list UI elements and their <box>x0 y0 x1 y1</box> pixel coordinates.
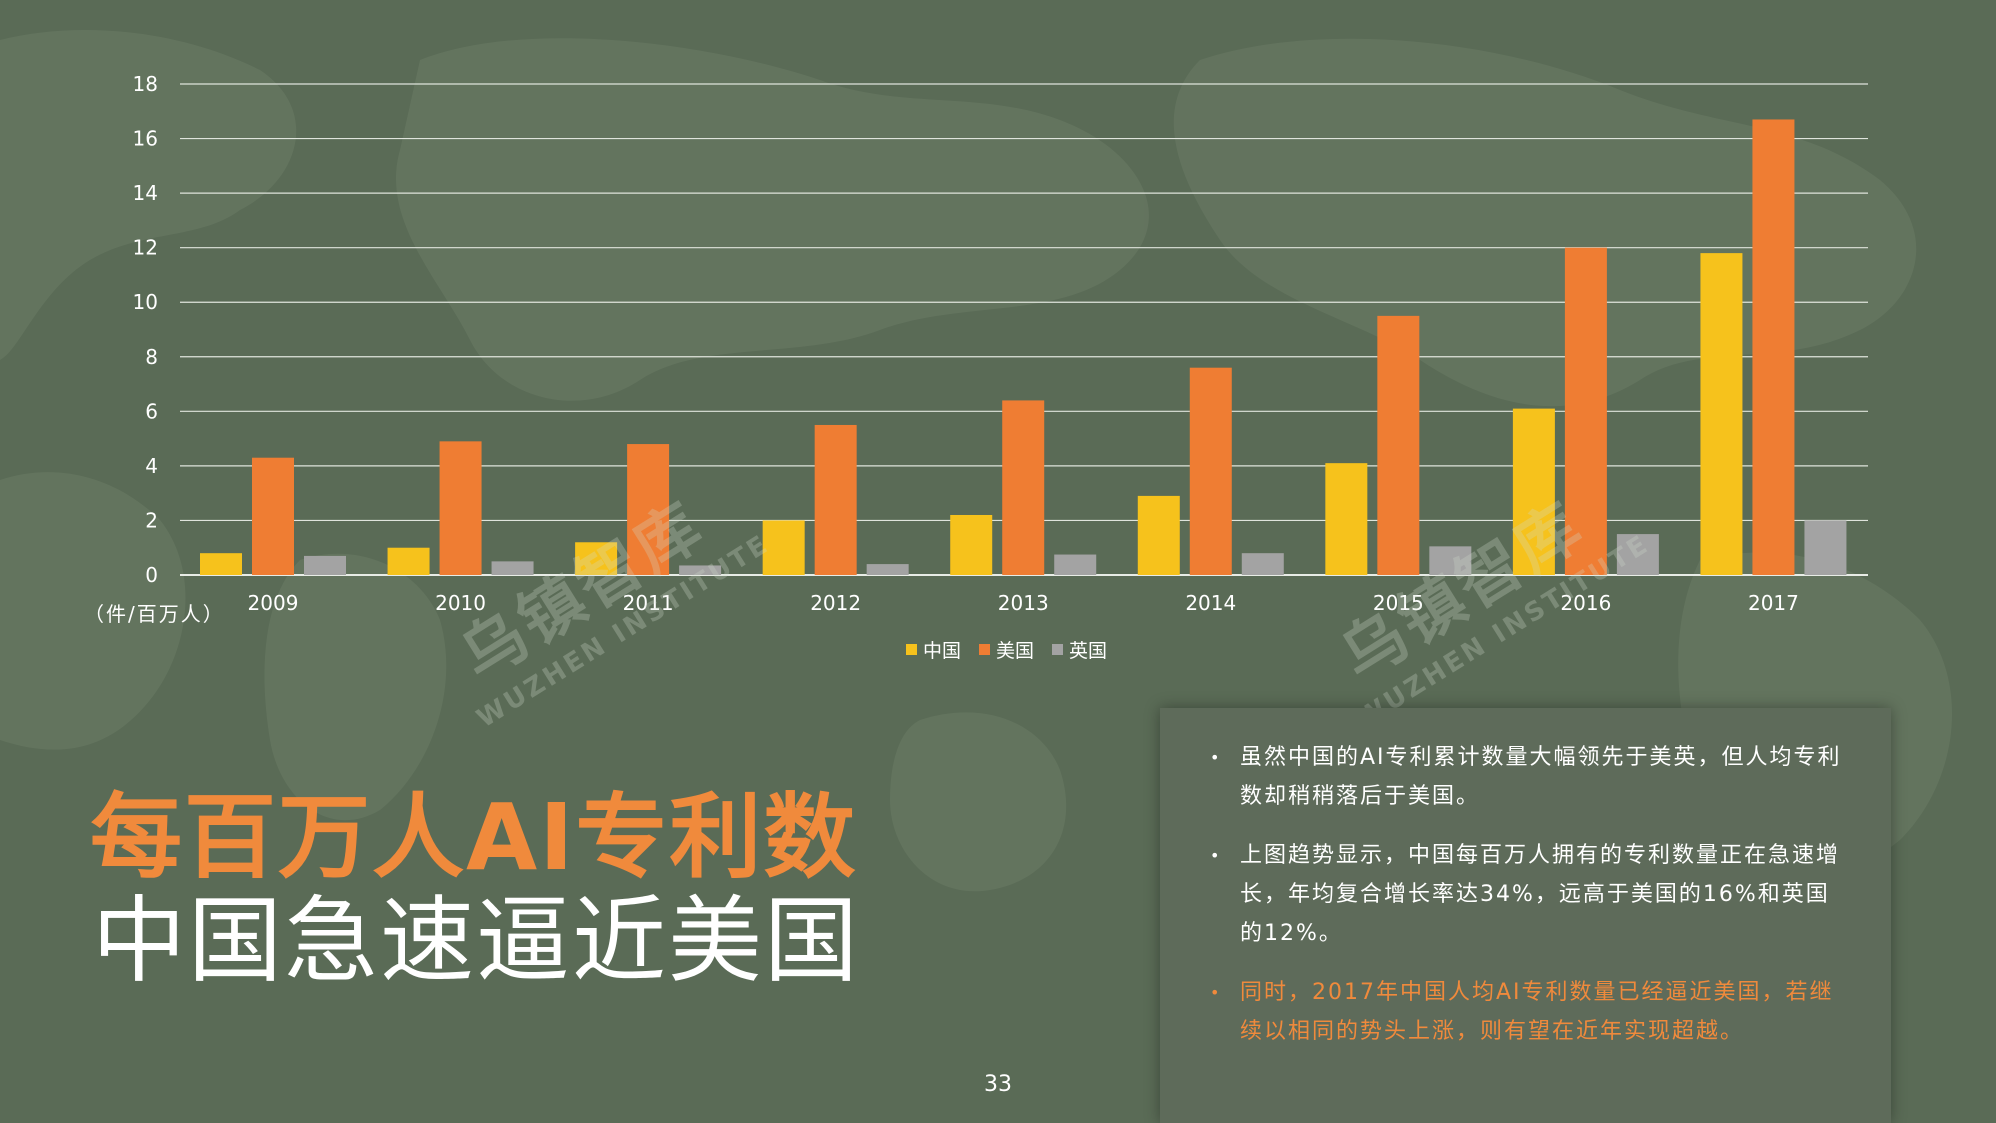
bar-china <box>1325 463 1368 575</box>
y-tick-label: 14 <box>133 181 158 205</box>
insight-item-highlight: • 同时，2017年中国人均AI专利数量已经逼近美国，若继续以相同的势头上涨，则… <box>1210 973 1851 1051</box>
x-axis: 2009 2010 2011 2012 2013 2014 2015 2016 2017 <box>248 591 1799 615</box>
x-tick-label: 2011 <box>623 591 674 615</box>
bar-uk <box>1054 554 1097 575</box>
bar-usa <box>1189 367 1232 575</box>
bar-china <box>575 542 618 575</box>
bar-uk <box>866 564 909 575</box>
bar-uk <box>1429 546 1472 575</box>
bar-usa <box>439 441 482 575</box>
x-tick-label: 2010 <box>435 591 486 615</box>
bar-china <box>200 553 242 575</box>
y-tick-label: 4 <box>145 454 158 478</box>
y-tick-label: 8 <box>145 345 158 369</box>
legend-label-uk: 英国 <box>1069 640 1108 662</box>
bar-uk <box>304 555 346 575</box>
bar-china <box>950 514 993 575</box>
bar-uk <box>1804 520 1847 575</box>
x-tick-label: 2013 <box>998 591 1049 615</box>
bar-usa <box>1377 315 1420 575</box>
bar-uk <box>491 561 534 575</box>
insight-text: 虽然中国的AI专利累计数量大幅领先于美英，但人均专利数却稍稍落后于美国。 <box>1240 745 1842 809</box>
bar-usa <box>627 444 670 575</box>
bar-uk <box>1241 553 1284 575</box>
legend-swatch-uk <box>1052 644 1064 655</box>
bar-usa <box>1002 400 1045 575</box>
chart-bars <box>200 119 1847 575</box>
x-tick-label: 2017 <box>1748 591 1799 615</box>
bar-china <box>387 547 430 575</box>
bar-uk <box>679 565 722 575</box>
bar-usa <box>1564 247 1607 575</box>
insight-item: • 虽然中国的AI专利累计数量大幅领先于美英，但人均专利数却稍稍落后于美国。 <box>1210 738 1851 816</box>
legend-item-uk: 英国 <box>1052 636 1107 663</box>
y-axis: 0 2 4 6 8 10 12 14 16 18 <box>133 72 158 587</box>
y-tick-label: 0 <box>145 563 158 587</box>
legend-item-china: 中国 <box>906 636 961 663</box>
bar-usa <box>1752 119 1795 575</box>
bar-china <box>1512 408 1555 575</box>
y-axis-unit-label: （件/百万人） <box>84 602 225 626</box>
bar-uk <box>1616 534 1659 575</box>
y-tick-label: 12 <box>133 236 158 260</box>
insight-text: 上图趋势显示，中国每百万人拥有的专利数量正在急速增长，年均复合增长率达34%，远… <box>1240 843 1841 946</box>
x-tick-label: 2012 <box>810 591 861 615</box>
y-tick-label: 18 <box>133 72 158 96</box>
legend-label-china: 中国 <box>923 640 962 662</box>
insight-item: • 上图趋势显示，中国每百万人拥有的专利数量正在急速增长，年均复合增长率达34%… <box>1210 836 1851 953</box>
x-tick-label: 2009 <box>248 591 299 615</box>
page-number: 33 <box>984 1072 1012 1097</box>
insight-list: • 虽然中国的AI专利累计数量大幅领先于美英，但人均专利数却稍稍落后于美国。 •… <box>1160 708 1891 1051</box>
y-tick-label: 6 <box>145 399 158 423</box>
bullet-marker: • <box>1210 846 1222 865</box>
page-title: 每百万人AI专利数 <box>90 784 858 891</box>
bar-usa <box>814 424 857 575</box>
bar-usa <box>252 457 294 575</box>
legend-swatch-china <box>906 644 917 655</box>
x-tick-label: 2016 <box>1560 591 1611 615</box>
bar-china <box>1700 253 1743 575</box>
bar-china <box>762 520 805 575</box>
x-tick-label: 2015 <box>1373 591 1424 615</box>
chart-legend: 中国 美国 英国 <box>906 636 1107 663</box>
y-tick-label: 2 <box>145 508 158 532</box>
legend-label-usa: 美国 <box>996 640 1035 662</box>
insight-panel: • 虽然中国的AI专利累计数量大幅领先于美英，但人均专利数却稍稍落后于美国。 •… <box>1160 708 1891 1123</box>
insight-text: 同时，2017年中国人均AI专利数量已经逼近美国，若继续以相同的势头上涨，则有望… <box>1240 980 1834 1044</box>
legend-item-usa: 美国 <box>979 636 1034 663</box>
y-tick-label: 10 <box>133 290 158 314</box>
legend-swatch-usa <box>979 644 991 655</box>
page-subtitle: 中国急速逼近美国 <box>92 887 861 996</box>
bullet-marker: • <box>1210 983 1222 1002</box>
y-tick-label: 16 <box>133 127 158 151</box>
bar-china <box>1137 495 1180 575</box>
x-tick-label: 2014 <box>1185 591 1236 615</box>
bullet-marker: • <box>1210 748 1222 767</box>
